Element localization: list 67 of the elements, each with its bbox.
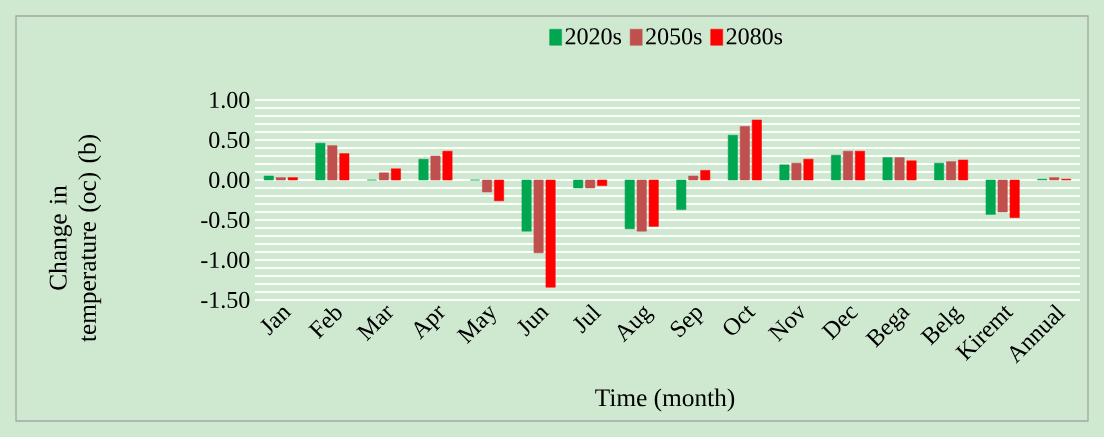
bar [843, 150, 853, 181]
bar [855, 150, 865, 181]
x-tick-label: Jan [260, 307, 292, 336]
bar [378, 172, 389, 181]
x-tick-label: Nov [767, 305, 804, 343]
bar [430, 155, 441, 181]
bar [636, 179, 647, 232]
x-tick-label: Jul [572, 303, 602, 334]
legend-label: 2050s [646, 28, 702, 45]
bar [791, 162, 802, 181]
y-tick-label: -0.50 [201, 211, 250, 229]
bar [906, 160, 917, 181]
x-tick-label: Dec [821, 306, 859, 341]
bar [418, 158, 429, 181]
bar [985, 179, 996, 215]
bar [882, 157, 893, 181]
bar [521, 179, 532, 232]
y-tick-label: 0.00 [209, 171, 250, 189]
y-tick-label: -1.50 [201, 291, 250, 309]
bar [275, 177, 286, 181]
bar [894, 157, 905, 181]
bar [494, 179, 504, 202]
bar [263, 175, 274, 181]
x-tick-label: May [456, 305, 496, 344]
bar [688, 175, 699, 181]
bar [573, 179, 584, 189]
bar [727, 134, 738, 181]
bar [315, 142, 326, 181]
bar [339, 153, 350, 181]
x-tick-label: Oct [723, 306, 756, 335]
bar [676, 179, 687, 210]
x-tick-label: Mar [356, 305, 394, 342]
bar [1049, 177, 1060, 181]
x-tick-label: Aug [617, 305, 655, 343]
x-tick-label: Jun [516, 307, 550, 337]
bar [946, 161, 957, 181]
x-tick-label: Apr [414, 305, 446, 340]
x-axis-title: Time (month) [595, 388, 735, 412]
y-axis-title: Change in temperature (oc) (b) [48, 135, 102, 342]
bar [997, 179, 1008, 213]
x-tick-label: Sep [670, 307, 704, 338]
bar [533, 179, 544, 254]
bar [831, 154, 841, 181]
bar [700, 170, 711, 181]
bar [934, 162, 945, 181]
bar [648, 179, 659, 227]
bar [751, 119, 762, 181]
bar [624, 179, 635, 230]
bar [585, 179, 596, 189]
y-tick-label: 1.00 [210, 91, 250, 109]
bar [287, 177, 298, 181]
y-tick-label: 0.50 [209, 131, 250, 149]
x-tick-label: Feb [308, 308, 342, 339]
legend-label: 2080s [726, 28, 783, 45]
bar [482, 179, 492, 193]
bar [327, 145, 338, 181]
bar [958, 159, 969, 181]
legend-label: 2020s [565, 28, 622, 45]
bar [597, 179, 608, 186]
bar [1009, 179, 1020, 218]
bar [442, 150, 453, 181]
bar [803, 158, 814, 181]
bar [545, 179, 556, 288]
y-tick-label: -1.00 [201, 251, 250, 269]
bar [390, 168, 401, 181]
bar [739, 126, 750, 181]
bar [779, 164, 790, 181]
